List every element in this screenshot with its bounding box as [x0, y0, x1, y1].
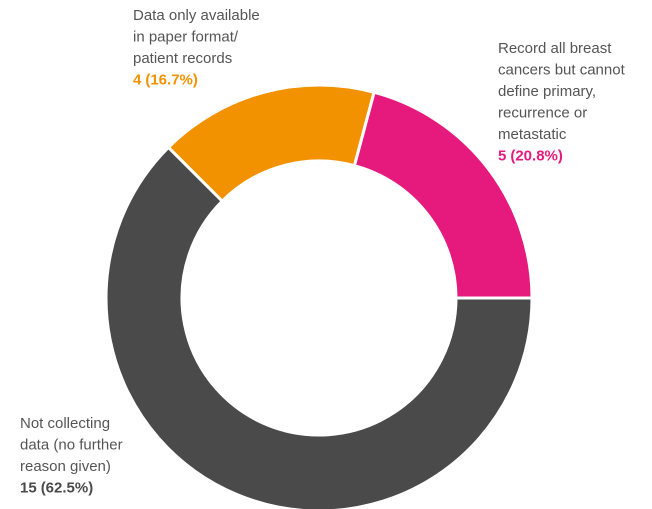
- slice-label: cancers but cannot: [498, 62, 626, 79]
- donut-slice: [352, 90, 534, 300]
- slice-count: 15: [20, 480, 37, 497]
- slice-label: Data only available: [133, 7, 260, 24]
- slice-count: 5: [498, 148, 506, 165]
- slice-percent: (62.5%): [41, 480, 94, 497]
- slice-label: recurrence or: [498, 105, 587, 122]
- value-label: 5 (20.8%): [498, 148, 563, 165]
- donut-slice: [104, 145, 534, 509]
- slice-label: metastatic: [498, 126, 567, 143]
- slice-label: in paper format/: [133, 29, 239, 46]
- slice-count: 4: [133, 72, 142, 89]
- slice-percent: (16.7%): [145, 72, 198, 89]
- slice-label: reason given): [20, 458, 111, 475]
- slice-label: data (no further: [20, 437, 123, 454]
- slice-label: define primary,: [498, 83, 596, 100]
- slice-label: Not collecting: [20, 415, 110, 432]
- value-label: 4 (16.7%): [133, 72, 198, 89]
- value-label: 15 (62.5%): [20, 480, 93, 497]
- slice-label: patient records: [133, 50, 232, 67]
- slice-percent: (20.8%): [510, 148, 563, 165]
- slice-label: Record all breast: [498, 40, 612, 57]
